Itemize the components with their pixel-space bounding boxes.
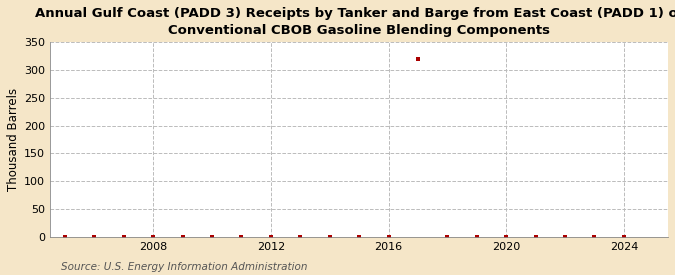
Title: Annual Gulf Coast (PADD 3) Receipts by Tanker and Barge from East Coast (PADD 1): Annual Gulf Coast (PADD 3) Receipts by T… xyxy=(35,7,675,37)
Text: Source: U.S. Energy Information Administration: Source: U.S. Energy Information Administ… xyxy=(61,262,307,272)
Y-axis label: Thousand Barrels: Thousand Barrels xyxy=(7,88,20,191)
